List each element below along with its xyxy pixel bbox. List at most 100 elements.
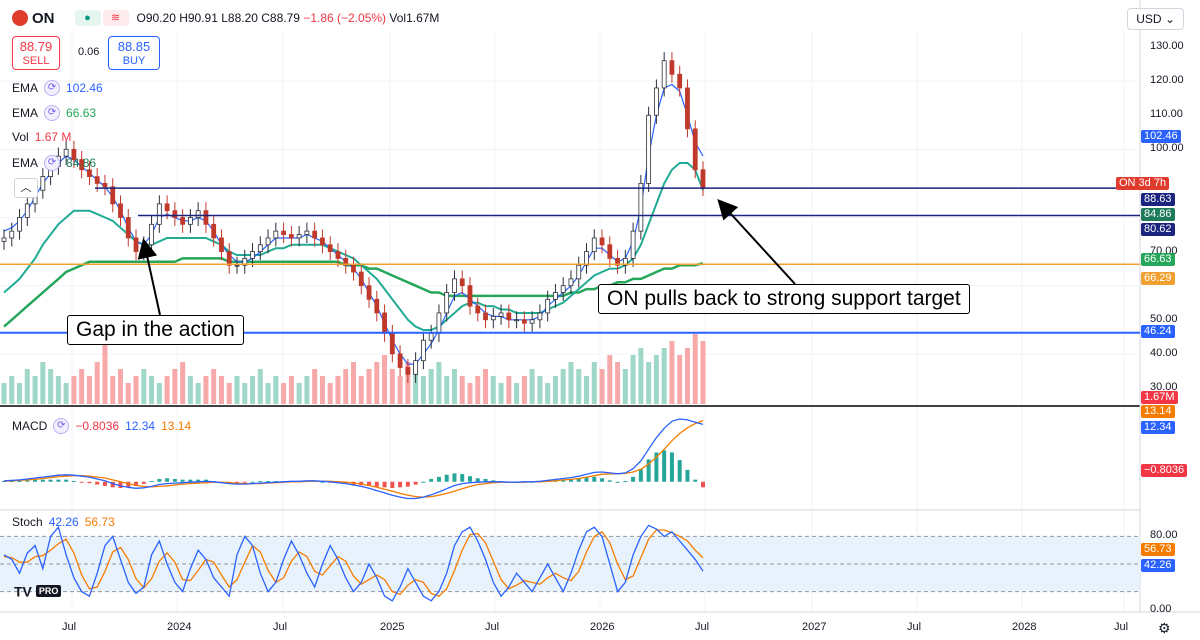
annotation-pullback[interactable]: ON pulls back to strong support target: [598, 284, 970, 314]
candle-body: [320, 237, 325, 246]
stoch-pane: [0, 524, 1140, 602]
volume-bar: [498, 383, 504, 404]
candle-body: [226, 251, 232, 266]
volume-bar: [63, 383, 69, 404]
macd-histogram-bar: [436, 476, 441, 482]
macd-histogram-bar: [33, 479, 38, 482]
volume-bar: [102, 341, 108, 404]
macd-histogram-bar: [491, 480, 496, 482]
macd-histogram-bar: [561, 479, 566, 482]
macd-histogram-bar: [444, 474, 449, 482]
candle-body: [622, 258, 628, 266]
candle-body: [110, 186, 116, 205]
settings-gear-icon[interactable]: ⚙: [1158, 620, 1171, 636]
macd-histogram-bar: [95, 481, 100, 485]
candle-body: [335, 251, 341, 259]
refresh-icon[interactable]: ⟳: [44, 80, 61, 96]
candle-body: [521, 319, 527, 324]
candle-body: [63, 148, 69, 157]
volume-bar: [451, 369, 457, 404]
annotation-gap[interactable]: Gap in the action: [67, 315, 244, 345]
macd-histogram-bar: [677, 460, 682, 482]
volume-bar: [257, 369, 263, 404]
volume-bar: [149, 376, 155, 404]
candle-body: [568, 278, 574, 287]
macd-histogram-bar: [483, 478, 488, 482]
market-status-icon[interactable]: ●: [74, 10, 101, 26]
buy-label: BUY: [122, 55, 146, 67]
volume-bar: [584, 376, 589, 404]
macd-histogram-bar: [607, 480, 612, 482]
candle-body: [203, 210, 209, 225]
refresh-icon[interactable]: ⟳: [44, 105, 61, 121]
chevron-up-icon: ︿: [20, 182, 32, 194]
time-axis-label: Jul: [907, 621, 922, 633]
candle-body: [219, 237, 224, 252]
volume-bar: [32, 376, 38, 404]
volume-bar: [653, 355, 659, 404]
indicator-tag: −0.8036: [1141, 464, 1188, 477]
macd-histogram-bar: [615, 481, 620, 483]
macd-line: [3, 418, 704, 500]
data-status-icon[interactable]: ≋: [102, 10, 129, 26]
macd-histogram-bar: [374, 481, 379, 487]
candle-body: [514, 319, 519, 322]
legend-ema-3[interactable]: EMA ⟳ 84.86: [12, 155, 96, 171]
refresh-icon[interactable]: ⟳: [44, 155, 61, 171]
legend-ema-2[interactable]: EMA ⟳ 66.63: [12, 105, 96, 121]
volume-bar: [250, 376, 256, 404]
candle-body: [187, 217, 193, 225]
macd-histogram-bar: [64, 479, 69, 482]
price-change: −1.86 (−2.05%): [303, 11, 387, 25]
legend-ema-1-value: 102.46: [66, 81, 103, 95]
candle-body: [498, 312, 504, 317]
volume-bar: [187, 376, 193, 404]
macd-histogram-bar: [48, 479, 53, 482]
legend-macd[interactable]: MACD ⟳ −0.8036 12.34 13.14: [12, 418, 191, 434]
candle-body: [405, 367, 411, 375]
candle-body: [607, 244, 613, 259]
volume-bar: [483, 369, 489, 404]
legend-stoch[interactable]: Stoch 42.26 56.73: [12, 515, 115, 529]
buy-button[interactable]: 88.85 BUY: [108, 36, 160, 70]
logo-text: TV: [14, 583, 32, 600]
chevron-down-icon: ⌄: [1164, 12, 1175, 26]
volume-bar: [467, 383, 473, 404]
candle-body: [553, 292, 558, 300]
price-axis-label: 40.00: [1150, 346, 1178, 359]
candle-body: [413, 360, 419, 375]
currency-selector[interactable]: USD ⌄: [1127, 8, 1184, 30]
candle-body: [661, 60, 667, 89]
macd-histogram-bar: [646, 459, 651, 482]
volume-readout: Vol1.67M: [389, 11, 440, 25]
volume-bar: [24, 369, 30, 404]
macd-histogram-bar: [669, 452, 674, 482]
macd-histogram-bar: [468, 476, 472, 482]
sell-button[interactable]: 88.79 SELL: [12, 36, 60, 70]
tradingview-logo[interactable]: TV PRO: [14, 582, 62, 600]
candle-body: [677, 73, 683, 89]
candle-body: [265, 237, 271, 246]
pro-badge: PRO: [35, 585, 62, 598]
indicator-tag: 56.73: [1141, 543, 1175, 556]
candle-body: [506, 312, 512, 321]
legend-ema-1[interactable]: EMA ⟳ 102.46: [12, 80, 103, 96]
volume-bar: [265, 383, 271, 404]
volume-bar: [405, 362, 411, 404]
macd-histogram-bar: [9, 481, 14, 483]
volume-bar: [327, 383, 333, 404]
volume-bar: [180, 362, 186, 404]
collapse-legend-button[interactable]: ︿: [14, 178, 38, 198]
legend-volume[interactable]: Vol 1.67 M: [12, 130, 71, 144]
legend-stoch-label: Stoch: [12, 515, 43, 529]
ohlc-readout: O90.20 H90.91 L88.20 C88.79 −1.86 (−2.05…: [137, 11, 440, 25]
macd-histogram-bar: [631, 476, 636, 482]
legend-macd-signal: 13.14: [161, 419, 192, 433]
volume-bar: [40, 362, 46, 404]
symbol-ticker[interactable]: ON: [32, 9, 55, 27]
time-axis-label: 2027: [802, 621, 827, 633]
volume-bar: [506, 376, 512, 404]
macd-histogram-bar: [701, 481, 705, 488]
refresh-icon[interactable]: ⟳: [53, 418, 70, 434]
